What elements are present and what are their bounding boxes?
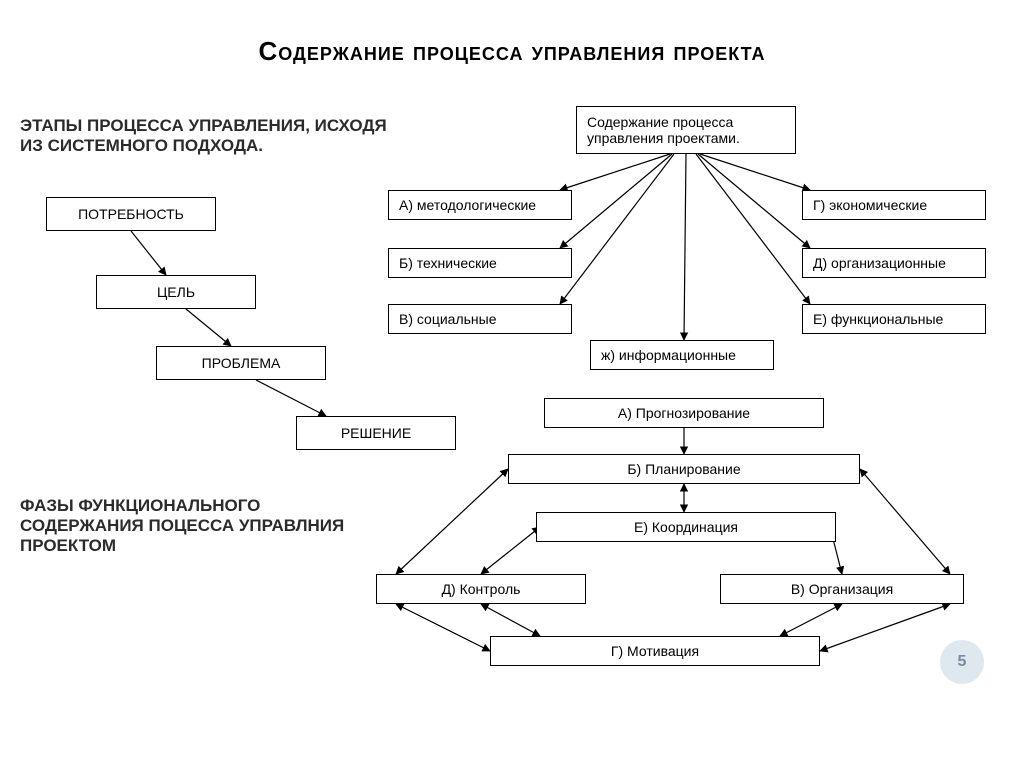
- subtitle-stages: ЭТАПЫ ПРОЦЕССА УПРАВЛЕНИЯ, ИСХОДЯ ИЗ СИС…: [20, 116, 387, 156]
- box-cat-b: Б) технические: [388, 248, 572, 278]
- page-number-badge: 5: [940, 640, 984, 684]
- box-phase-b-label: Б) Планирование: [627, 461, 740, 477]
- box-problem-label: ПРОБЛЕМА: [202, 355, 281, 371]
- box-need: ПОТРЕБНОСТЬ: [46, 197, 216, 231]
- box-goal: ЦЕЛЬ: [96, 275, 256, 309]
- subtitle-phases-line1: ФАЗЫ ФУНКЦИОНАЛЬНОГО: [20, 496, 260, 515]
- box-phase-a-label: А) Прогнозирование: [618, 405, 750, 421]
- subtitle-phases-line3: ПРОЕКТОМ: [20, 536, 116, 555]
- box-cat-a: А) методологические: [388, 190, 572, 220]
- box-solution-label: РЕШЕНИЕ: [341, 425, 411, 441]
- box-cat-e-label: Д) организационные: [813, 255, 946, 271]
- box-root: Содержание процесса управления проектами…: [576, 106, 796, 154]
- box-cat-f: Е) функциональные: [802, 304, 986, 334]
- box-phase-v-label: В) Организация: [791, 581, 893, 597]
- box-phase-e: Е) Координация: [536, 512, 836, 542]
- box-phase-g-label: Г) Мотивация: [611, 643, 699, 659]
- box-cat-c: В) социальные: [388, 304, 572, 334]
- box-phase-v: В) Организация: [720, 574, 964, 604]
- subtitle-phases-line2: СОДЕРЖАНИЯ ПОЦЕССА УПРАВЛНИЯ: [20, 516, 344, 535]
- subtitle-phases: ФАЗЫ ФУНКЦИОНАЛЬНОГО СОДЕРЖАНИЯ ПОЦЕССА …: [20, 496, 344, 556]
- subtitle-stages-line2: ИЗ СИСТЕМНОГО ПОДХОДА.: [20, 136, 263, 155]
- box-phase-b: Б) Планирование: [508, 454, 860, 484]
- box-phase-d-label: Д) Контроль: [442, 581, 521, 597]
- box-need-label: ПОТРЕБНОСТЬ: [78, 206, 184, 222]
- box-cat-b-label: Б) технические: [399, 255, 497, 271]
- box-cat-d: Г) экономические: [802, 190, 986, 220]
- box-problem: ПРОБЛЕМА: [156, 346, 326, 380]
- page-title: Содержание процесса управления проекта: [0, 36, 1024, 67]
- box-cat-d-label: Г) экономические: [813, 197, 927, 213]
- box-solution: РЕШЕНИЕ: [296, 416, 456, 450]
- box-phase-d: Д) Контроль: [376, 574, 586, 604]
- box-cat-g: ж) информационные: [590, 340, 774, 370]
- page-number: 5: [958, 653, 967, 671]
- box-cat-e: Д) организационные: [802, 248, 986, 278]
- box-root-label: Содержание процесса управления проектами…: [587, 114, 785, 146]
- box-cat-g-label: ж) информационные: [601, 347, 736, 363]
- box-cat-a-label: А) методологические: [399, 197, 536, 213]
- box-goal-label: ЦЕЛЬ: [157, 284, 195, 300]
- box-phase-g: Г) Мотивация: [490, 636, 820, 666]
- box-phase-a: А) Прогнозирование: [544, 398, 824, 428]
- subtitle-stages-line1: ЭТАПЫ ПРОЦЕССА УПРАВЛЕНИЯ, ИСХОДЯ: [20, 116, 387, 135]
- box-cat-c-label: В) социальные: [399, 311, 497, 327]
- box-cat-f-label: Е) функциональные: [813, 311, 943, 327]
- box-phase-e-label: Е) Координация: [634, 519, 738, 535]
